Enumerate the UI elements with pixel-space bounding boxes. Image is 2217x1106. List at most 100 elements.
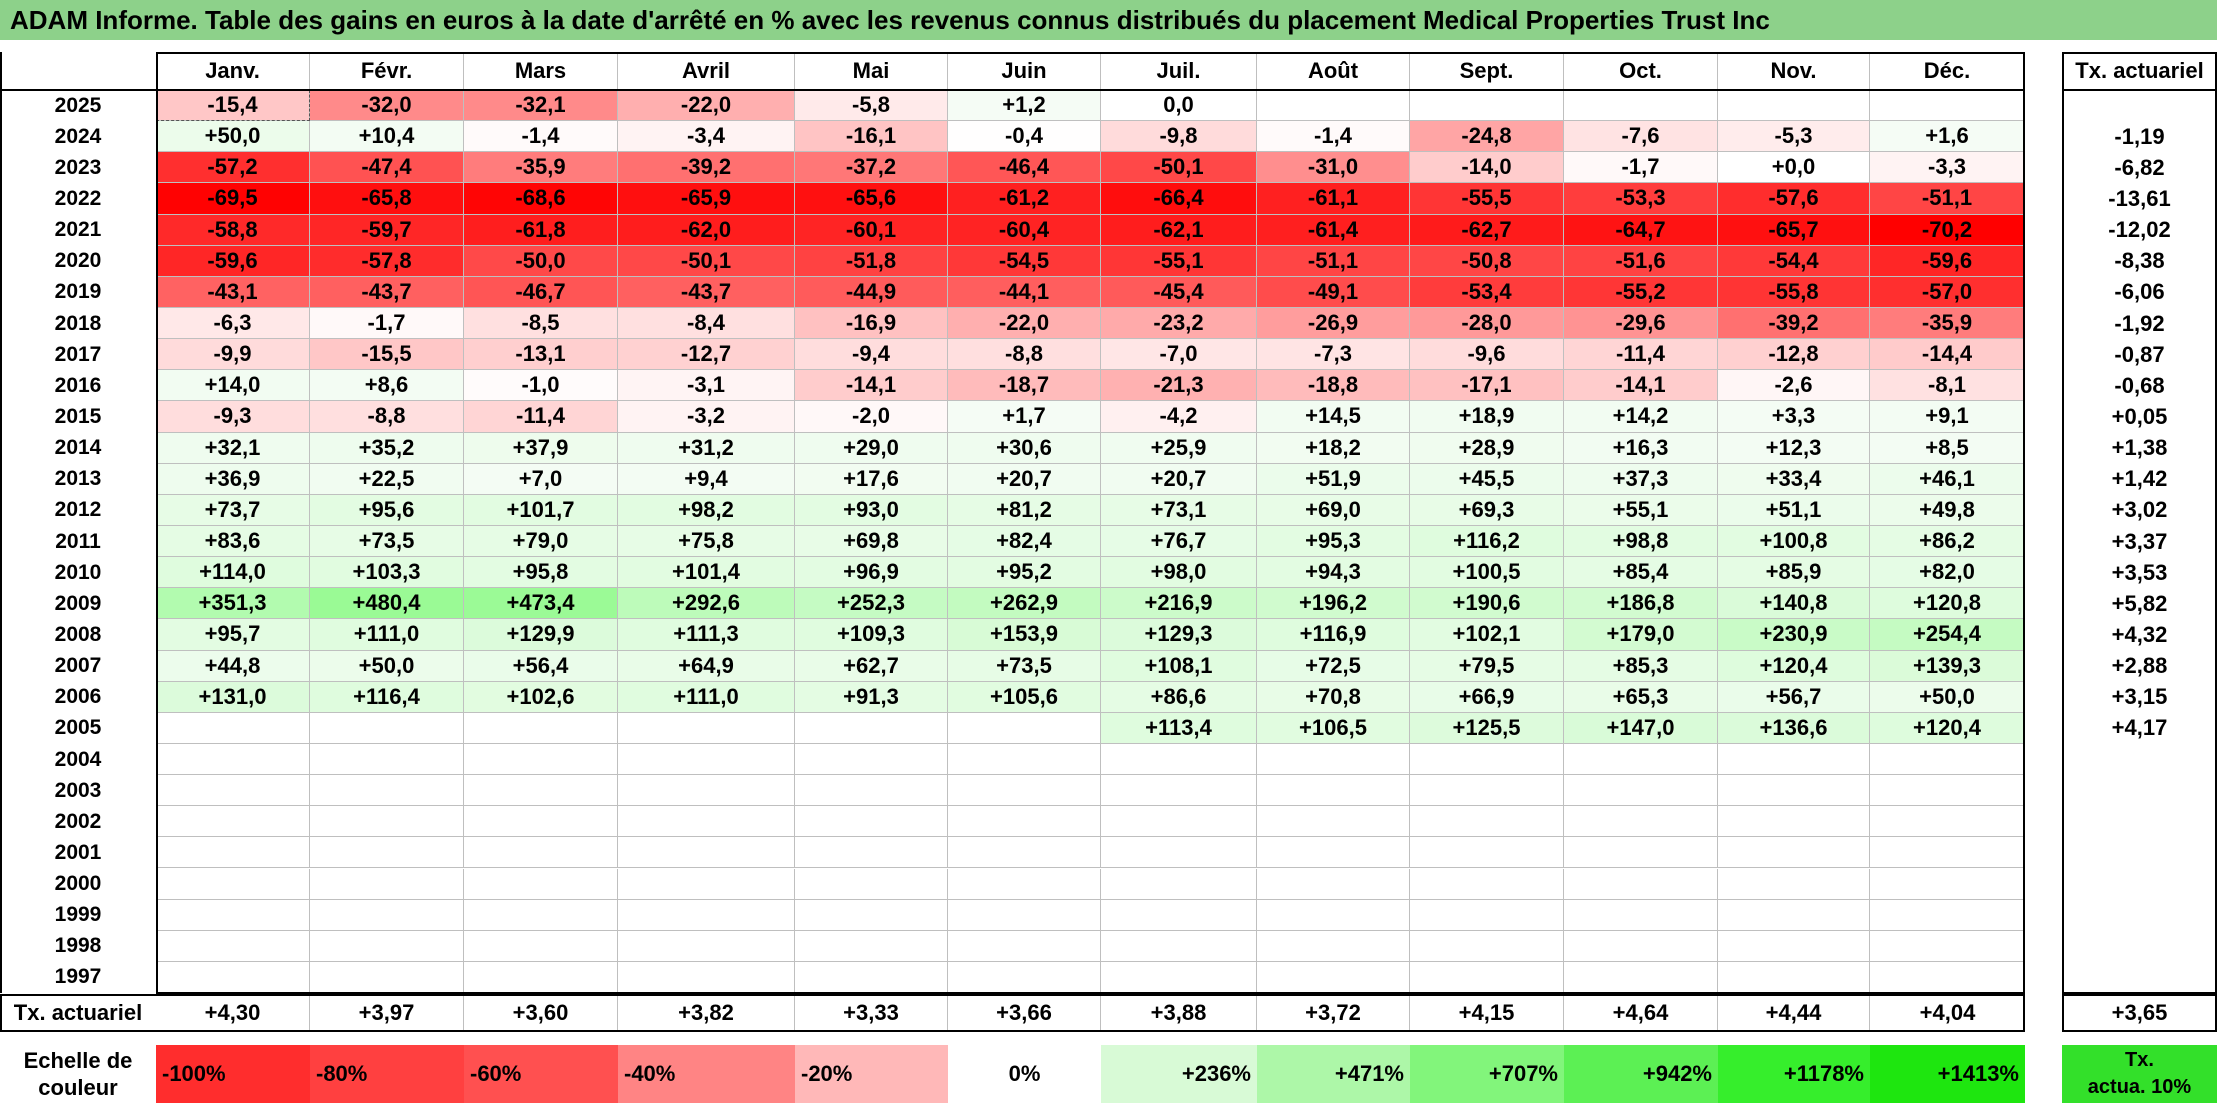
- heatmap-cell: -62,1: [1101, 214, 1257, 246]
- heatmap-cell: -9,6: [1410, 339, 1564, 371]
- heatmap-cell: [1870, 90, 2025, 122]
- heatmap-cell: +56,7: [1718, 681, 1870, 713]
- heatmap-cell: [948, 806, 1101, 838]
- year-column-edge: [0, 52, 2, 994]
- heatmap-cell: [1101, 775, 1257, 807]
- heatmap-cell: +196,2: [1257, 588, 1410, 620]
- heatmap-cell: [1410, 899, 1564, 931]
- heatmap-cell: -8,5: [464, 307, 618, 340]
- heatmap-cell: [310, 868, 464, 900]
- heatmap-cell: +12,3: [1718, 432, 1870, 464]
- heatmap-cell: -66,4: [1101, 183, 1257, 215]
- report-title: ADAM Informe. Table des gains en euros à…: [0, 0, 2217, 40]
- heatmap-cell: -1,4: [464, 121, 618, 153]
- scale-swatch: +707%: [1410, 1045, 1564, 1103]
- heatmap-cell: -21,3: [1101, 370, 1257, 402]
- heatmap-cell: [156, 806, 310, 838]
- year-label: 2005: [54, 716, 102, 740]
- heatmap-cell: [1564, 961, 1718, 994]
- heatmap-cell: -14,1: [795, 370, 948, 402]
- heatmap-cell: +116,9: [1257, 619, 1410, 651]
- month-header: Juin: [948, 52, 1101, 90]
- heatmap-cell: [948, 743, 1101, 776]
- heatmap-cell: -57,0: [1870, 276, 2025, 308]
- heatmap-cell: -9,3: [156, 401, 310, 433]
- heatmap-cell: [795, 775, 948, 807]
- year-label: 1998: [54, 934, 102, 958]
- heatmap-cell: [310, 712, 464, 744]
- heatmap-cell: +18,9: [1410, 401, 1564, 433]
- heatmap-cell: [795, 743, 948, 776]
- heatmap-cell: [1257, 837, 1410, 869]
- heatmap-cell: +252,3: [795, 588, 948, 620]
- heatmap-cell: -51,1: [1257, 245, 1410, 277]
- heatmap-cell: -3,4: [618, 121, 795, 153]
- heatmap-cell: -32,0: [310, 90, 464, 122]
- heatmap-cell: +82,0: [1870, 557, 2025, 589]
- heatmap-cell: +49,8: [1870, 494, 2025, 526]
- heatmap-cell: -53,3: [1564, 183, 1718, 215]
- annual-rate-cell: [2062, 837, 2217, 868]
- summary-cell: +4,64: [1564, 994, 1718, 1032]
- heatmap-cell: [156, 775, 310, 807]
- year-label: 2004: [54, 747, 102, 771]
- heatmap-cell: [1410, 90, 1564, 122]
- heatmap-cell: -15,5: [310, 339, 464, 371]
- annual-rate-cell: -1,19: [2114, 123, 2165, 149]
- heatmap-cell: [1718, 806, 1870, 838]
- heatmap-cell: -17,1: [1410, 370, 1564, 402]
- heatmap-cell: +103,3: [310, 557, 464, 589]
- heatmap-cell: -54,5: [948, 245, 1101, 277]
- heatmap-cell: [1870, 930, 2025, 962]
- heatmap-cell: -12,7: [618, 339, 795, 371]
- heatmap-cell: +351,3: [156, 588, 310, 620]
- heatmap-cell: [1257, 806, 1410, 838]
- heatmap-cell: [1101, 930, 1257, 962]
- heatmap-cell: -59,7: [310, 214, 464, 246]
- heatmap-cell: +136,6: [1718, 712, 1870, 744]
- summary-cell: +3,33: [795, 994, 948, 1032]
- heatmap-cell: -59,6: [1870, 245, 2025, 277]
- heatmap-cell: [1870, 775, 2025, 807]
- heatmap-cell: +95,6: [310, 494, 464, 526]
- heatmap-cell: -4,2: [1101, 401, 1257, 433]
- heatmap-cell: [1718, 868, 1870, 900]
- heatmap-cell: +16,3: [1564, 432, 1718, 464]
- heatmap-cell: [1870, 806, 2025, 838]
- scale-swatch: 0%: [948, 1045, 1101, 1103]
- heatmap-cell: [156, 837, 310, 869]
- heatmap-cell: [464, 775, 618, 807]
- year-label: 2009: [54, 591, 102, 615]
- heatmap-cell: +56,4: [464, 650, 618, 682]
- heatmap-cell: -43,7: [618, 276, 795, 308]
- heatmap-cell: +51,9: [1257, 463, 1410, 495]
- heatmap-cell: [618, 837, 795, 869]
- heatmap-cell: -60,4: [948, 214, 1101, 246]
- heatmap-cell: -12,8: [1718, 339, 1870, 371]
- heatmap-cell: -46,7: [464, 276, 618, 308]
- heatmap-cell: [1257, 899, 1410, 931]
- year-label: 2016: [54, 373, 102, 397]
- heatmap-cell: [464, 961, 618, 994]
- summary-cell: +4,04: [1919, 1000, 1976, 1025]
- scale-swatch: -20%: [795, 1045, 948, 1103]
- annual-rate-cell: +3,02: [2111, 497, 2168, 523]
- heatmap-cell: -44,9: [795, 276, 948, 308]
- heatmap-cell: [1257, 961, 1410, 994]
- heatmap-cell: -9,8: [1101, 121, 1257, 153]
- heatmap-cell: +10,4: [310, 121, 464, 153]
- heatmap-cell: [1870, 837, 2025, 869]
- heatmap-cell: -50,8: [1410, 245, 1564, 277]
- heatmap-cell: +1,2: [948, 90, 1101, 122]
- heatmap-cell: [948, 961, 1101, 994]
- heatmap-cell: -62,7: [1410, 214, 1564, 246]
- heatmap-cell: +86,6: [1101, 681, 1257, 713]
- header-divider: [0, 89, 2025, 91]
- heatmap-cell: -16,1: [795, 121, 948, 153]
- heatmap-cell: -35,9: [1870, 307, 2025, 340]
- heatmap-cell: -14,4: [1870, 339, 2025, 371]
- heatmap-cell: +36,9: [156, 463, 310, 495]
- heatmap-cell: +120,4: [1718, 650, 1870, 682]
- heatmap-cell: +98,0: [1101, 557, 1257, 589]
- annual-rate-cell: +3,37: [2111, 528, 2168, 554]
